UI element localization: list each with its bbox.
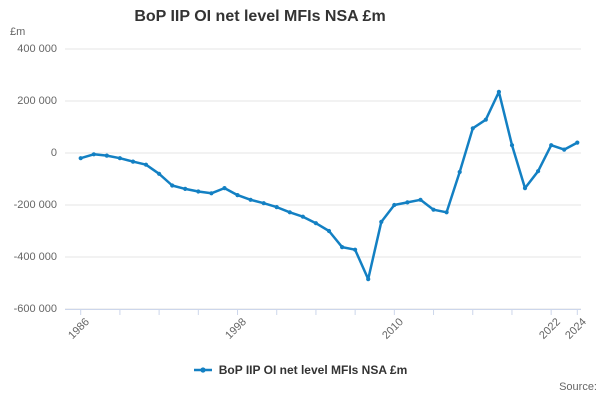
data-point-marker[interactable] — [274, 205, 279, 210]
data-point-marker[interactable] — [248, 197, 253, 202]
data-point-marker[interactable] — [470, 126, 475, 131]
data-point-marker[interactable] — [405, 200, 410, 205]
data-point-marker[interactable] — [261, 201, 266, 206]
legend-item[interactable]: BoP IIP OI net level MFIs NSA £m — [0, 363, 600, 377]
data-point-marker[interactable] — [183, 186, 188, 191]
data-point-marker[interactable] — [117, 156, 122, 161]
data-point-marker[interactable] — [78, 156, 83, 161]
data-point-marker[interactable] — [222, 186, 227, 191]
data-point-marker[interactable] — [392, 202, 397, 208]
data-point-marker[interactable] — [340, 245, 345, 250]
data-point-marker[interactable] — [379, 219, 384, 224]
data-point-marker[interactable] — [536, 169, 541, 174]
data-point-marker[interactable] — [235, 193, 240, 198]
legend-label: BoP IIP OI net level MFIs NSA £m — [218, 363, 408, 377]
data-point-marker[interactable] — [209, 191, 214, 196]
data-point-marker[interactable] — [313, 221, 318, 226]
y-tick-label: -600 000 — [13, 303, 57, 315]
data-point-marker[interactable] — [353, 247, 358, 252]
y-axis-unit-label: £m — [10, 26, 26, 38]
data-point-marker[interactable] — [196, 189, 201, 194]
data-point-marker[interactable] — [104, 153, 109, 158]
data-point-marker[interactable] — [562, 147, 567, 152]
data-point-marker[interactable] — [143, 162, 149, 167]
data-point-marker[interactable] — [130, 159, 136, 164]
data-point-marker[interactable] — [549, 143, 554, 148]
data-point-marker[interactable] — [287, 210, 292, 215]
data-point-marker[interactable] — [444, 210, 449, 215]
legend-line-marker-icon — [193, 367, 212, 373]
data-point-marker[interactable] — [509, 143, 515, 148]
y-tick-label: 0 — [50, 147, 57, 159]
chart-title: BoP IIP OI net level MFIs NSA £m — [134, 8, 386, 25]
data-point-marker[interactable] — [91, 152, 96, 157]
data-point-marker[interactable] — [157, 171, 162, 176]
y-tick-label: 400 000 — [17, 43, 57, 55]
data-point-marker[interactable] — [326, 228, 332, 234]
data-point-marker[interactable] — [496, 89, 501, 94]
y-tick-label: -200 000 — [13, 199, 57, 211]
source-attribution: Source: — [559, 381, 597, 393]
data-point-marker[interactable] — [418, 197, 423, 202]
data-point-marker[interactable] — [483, 117, 488, 122]
y-tick-label: -400 000 — [13, 251, 57, 263]
data-point-marker[interactable] — [300, 214, 305, 219]
data-point-marker[interactable] — [366, 277, 371, 282]
data-point-marker[interactable] — [431, 207, 436, 212]
series-line[interactable] — [79, 90, 579, 281]
y-tick-label: 200 000 — [17, 95, 57, 107]
data-point-marker[interactable] — [170, 183, 175, 188]
data-point-marker[interactable] — [457, 169, 462, 175]
data-point-marker[interactable] — [522, 186, 528, 191]
data-point-marker[interactable] — [575, 140, 580, 145]
